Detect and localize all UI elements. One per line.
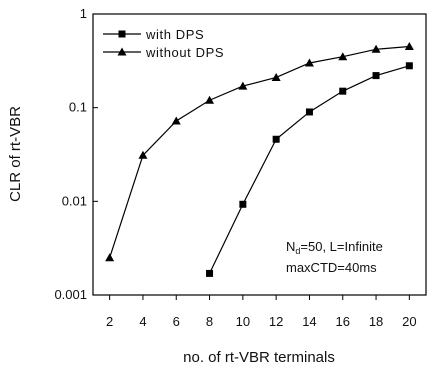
series-layer	[105, 41, 414, 277]
data-point-with-dps	[372, 72, 380, 80]
data-point-without-dps	[304, 58, 314, 67]
data-point-without-dps	[138, 150, 148, 159]
x-tick-label: 8	[206, 314, 213, 329]
data-point-without-dps	[271, 72, 281, 81]
annotation: Nd=50, L=Infinite maxCTD=40ms	[286, 239, 383, 275]
y-tick-label: 0.01	[62, 193, 87, 208]
x-tick-label: 6	[173, 314, 180, 329]
data-point-without-dps	[205, 95, 215, 104]
data-point-without-dps	[238, 81, 248, 90]
annotation-line-2: maxCTD=40ms	[286, 260, 377, 275]
data-point-without-dps	[105, 253, 115, 262]
plot-frame	[92, 13, 427, 296]
data-point-with-dps	[305, 108, 313, 116]
legend-marker-with-dps	[118, 30, 126, 38]
y-tick-label: 0.001	[54, 287, 87, 302]
data-point-with-dps	[405, 62, 413, 70]
x-tick-label: 14	[302, 314, 316, 329]
y-tick-label: 1	[80, 6, 87, 21]
data-point-without-dps	[404, 41, 414, 50]
legend: with DPS without DPS	[103, 27, 224, 60]
annotation-line-1: Nd=50, L=Infinite	[286, 239, 383, 256]
y-axis: 0.001 0.01 0.1 1	[54, 6, 98, 302]
data-point-with-dps	[339, 87, 347, 95]
series-line-without-dps	[109, 45, 410, 258]
x-tick-label: 16	[336, 314, 350, 329]
data-point-without-dps	[171, 116, 181, 125]
x-tick-label: 10	[236, 314, 250, 329]
x-axis: 2 4 6 8 10 12 14 16 18 20	[106, 295, 417, 329]
plot-area	[92, 13, 427, 296]
data-point-without-dps	[371, 44, 381, 53]
legend-marker-without-dps	[117, 47, 127, 56]
x-axis-title: no. of rt-VBR terminals	[183, 349, 335, 366]
legend-label-with-dps: with DPS	[145, 27, 204, 42]
x-tick-label: 20	[402, 314, 416, 329]
x-tick-label: 12	[269, 314, 283, 329]
y-axis-title: CLR of rt-VBR	[7, 106, 24, 202]
x-tick-label: 18	[369, 314, 383, 329]
x-tick-label: 2	[106, 314, 113, 329]
data-point-without-dps	[338, 52, 348, 61]
y-tick-label: 0.1	[69, 100, 87, 115]
legend-label-without-dps: without DPS	[145, 45, 224, 60]
x-tick-label: 4	[139, 314, 146, 329]
data-point-with-dps	[206, 269, 214, 277]
data-point-with-dps	[239, 200, 247, 208]
data-point-with-dps	[272, 135, 280, 143]
